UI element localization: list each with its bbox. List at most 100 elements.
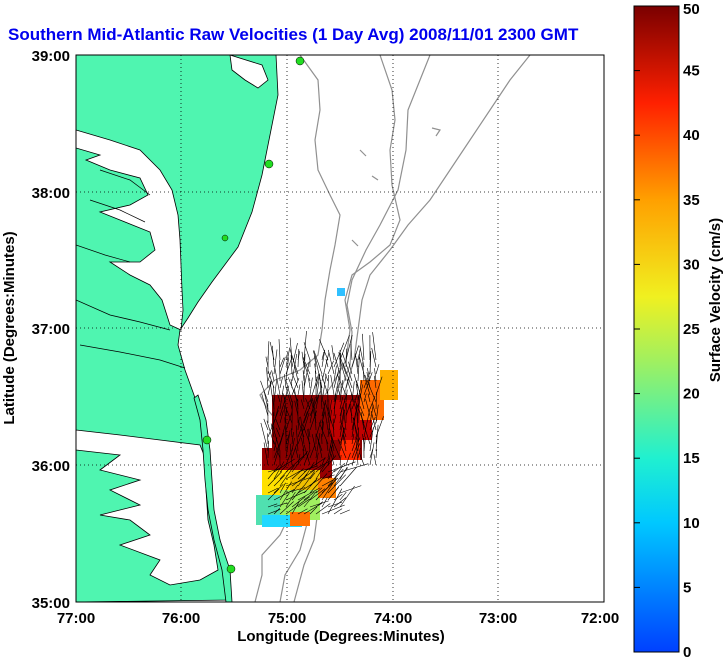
velocity-vector <box>345 452 351 466</box>
velocity-vector <box>273 440 281 459</box>
velocity-vector <box>303 400 310 417</box>
y-axis: 39:00 38:00 37:00 36:00 35:00 <box>32 48 70 612</box>
velocity-vector <box>355 436 359 466</box>
x-axis-label: Longitude (Degrees:Minutes) <box>237 628 445 645</box>
velocity-vector <box>300 399 305 410</box>
velocity-vector <box>277 393 281 403</box>
velocity-vector <box>333 462 346 473</box>
velocity-vector <box>321 477 339 494</box>
velocity-vector <box>363 393 367 403</box>
velocity-vector <box>375 404 379 424</box>
velocity-vector <box>316 435 323 452</box>
velocity-vector <box>267 370 275 389</box>
velocity-vector <box>295 425 299 452</box>
velocity-vector <box>364 374 377 403</box>
velocity-vector <box>305 398 311 410</box>
velocity-vector <box>297 384 301 396</box>
velocity-vector <box>337 438 347 459</box>
velocity-vector <box>285 407 287 417</box>
velocity-vector <box>267 381 272 396</box>
velocity-vector <box>272 345 275 368</box>
velocity-vector <box>301 437 305 452</box>
velocity-vector <box>315 433 321 459</box>
velocity-vector <box>339 491 347 501</box>
velocity-vector <box>321 457 326 466</box>
velocity-vector <box>303 471 315 487</box>
velocity-vector <box>369 351 372 375</box>
station-marker <box>221 234 229 242</box>
velocity-vector <box>321 479 334 487</box>
velocity-vector <box>315 465 324 473</box>
velocity-vector <box>339 454 342 466</box>
velocity-vector <box>285 491 296 508</box>
velocity-vector <box>375 434 378 445</box>
colorbar-tick-label: 5 <box>683 579 691 596</box>
velocity-vector <box>279 492 290 508</box>
colorbar-tick-label: 50 <box>683 1 700 18</box>
velocity-vector <box>336 373 347 396</box>
x-tick-label: 77:00 <box>57 610 95 627</box>
velocity-vector <box>350 344 353 361</box>
velocity-vector <box>279 360 281 382</box>
velocity-vector <box>294 364 299 382</box>
velocity-vector <box>361 417 371 445</box>
velocity-vector <box>309 488 326 501</box>
velocity-vector <box>291 431 294 445</box>
velocity-vector <box>309 374 319 403</box>
velocity-vector <box>273 379 277 403</box>
velocity-vector <box>356 404 359 431</box>
velocity-vector <box>353 417 359 445</box>
velocity-vector <box>302 370 305 382</box>
velocity-vector <box>267 440 269 459</box>
velocity-vector <box>291 496 306 508</box>
velocity-vector <box>315 452 319 466</box>
velocity-vector <box>267 503 278 508</box>
velocity-vector <box>333 365 337 382</box>
velocity-vector <box>271 370 275 382</box>
velocity-vector <box>303 457 326 473</box>
velocity-vector <box>351 345 359 368</box>
velocity-vector <box>291 353 298 382</box>
velocity-vector <box>357 448 361 459</box>
colorbar-tick-label: 20 <box>683 386 700 403</box>
x-tick-label: 74:00 <box>374 610 412 627</box>
velocity-vector <box>297 487 321 501</box>
velocity-vector <box>351 433 355 445</box>
velocity-vector <box>321 374 329 396</box>
velocity-vector <box>351 411 357 438</box>
velocity-vector <box>325 358 329 368</box>
velocity-vector <box>315 374 321 403</box>
velocity-vector <box>375 376 383 396</box>
velocity-vector <box>297 477 322 494</box>
velocity-vector <box>321 349 326 368</box>
velocity-vector <box>345 334 353 361</box>
velocity-vector <box>311 434 317 452</box>
chesapeake-bay <box>76 129 184 331</box>
delaware-bay <box>229 55 269 89</box>
velocity-vector <box>266 420 275 445</box>
velocity-vector <box>323 401 329 431</box>
velocity-vector <box>355 353 359 375</box>
velocity-vector <box>291 484 299 494</box>
velocity-vector <box>375 364 380 375</box>
x-tick-label: 73:00 <box>479 610 517 627</box>
velocity-vector <box>291 500 300 515</box>
velocity-vector <box>279 357 285 368</box>
velocity-vector <box>303 399 313 424</box>
velocity-vector <box>279 377 283 389</box>
velocity-vector <box>321 421 324 438</box>
velocity-vector <box>309 472 316 480</box>
velocity-vector <box>321 374 327 403</box>
velocity-vector <box>343 433 347 445</box>
velocity-vector <box>375 391 377 410</box>
velocity-vector <box>321 497 328 508</box>
velocity-vector <box>313 350 323 375</box>
velocity-vector <box>267 471 283 487</box>
velocity-vector <box>372 332 377 361</box>
velocity-vector <box>330 445 335 459</box>
velocity-patch <box>380 370 398 400</box>
velocity-vector <box>275 418 281 431</box>
velocity-vector <box>356 380 365 410</box>
velocity-vector <box>328 349 335 375</box>
